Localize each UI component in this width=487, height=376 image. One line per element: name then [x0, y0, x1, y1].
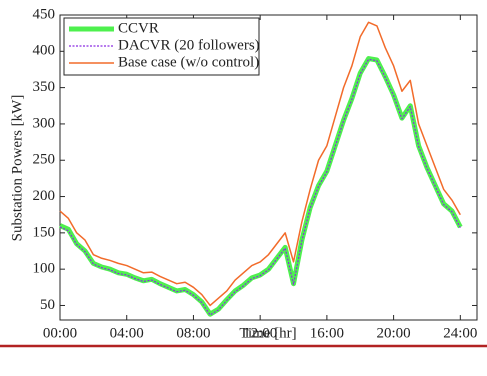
x-tick-label: 24:00	[443, 325, 477, 341]
x-tick-label: 20:00	[377, 325, 411, 341]
y-tick-label: 50	[40, 297, 55, 313]
y-axis-label: Substation Powers [kW]	[9, 95, 25, 242]
x-tick-label: 00:00	[43, 325, 77, 341]
x-tick-label: 16:00	[310, 325, 344, 341]
x-tick-label: 08:00	[176, 325, 210, 341]
y-tick-label: 200	[33, 188, 56, 204]
series-line	[59, 21, 461, 307]
x-tick-label: 04:00	[110, 325, 144, 341]
y-tick-label: 300	[33, 115, 56, 131]
y-tick-label: 350	[33, 79, 56, 95]
x-axis-label: Time [hr]	[239, 325, 296, 341]
y-tick-label: 450	[33, 6, 56, 22]
series-line	[59, 58, 461, 316]
legend-label: CCVR	[118, 20, 159, 36]
y-tick-label: 100	[33, 261, 56, 277]
y-tick-label: 150	[33, 224, 56, 240]
x-tick-label: 12:00	[243, 325, 277, 341]
y-tick-label: 400	[33, 43, 56, 59]
plot-frame	[59, 14, 478, 321]
y-tick-label: 250	[33, 152, 56, 168]
legend-label: DACVR (20 followers)	[118, 37, 260, 53]
legend-label: Base case (w/o control)	[118, 54, 259, 70]
